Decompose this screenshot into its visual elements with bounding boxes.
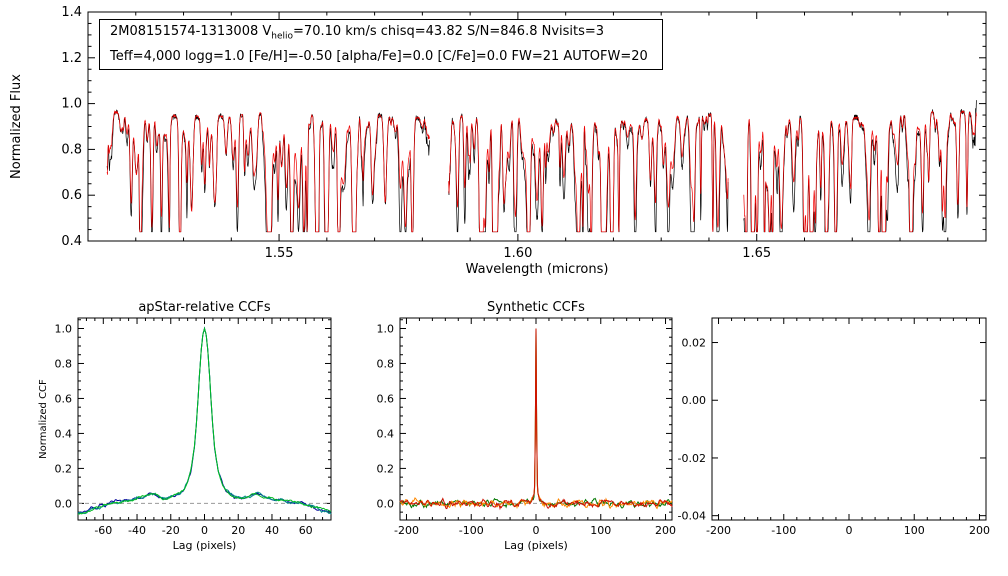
x-axis-label: Wavelength (microns) [466,262,609,277]
apstar-ccf-blue [77,326,332,515]
x-tick-label: -40 [128,524,146,537]
x-tick-label: 200 [655,524,676,537]
best-fit-synthetic-spectrum [743,110,977,233]
apstar-ccf-green [77,326,332,515]
y-tick-label: 0.0 [55,497,73,510]
panel-title: apStar-relative CCFs [138,300,271,315]
x-tick-label: 100 [590,524,611,537]
vhelio-subscript: helio [271,31,294,42]
x-axis-label: Lag (pixels) [173,539,237,552]
x-tick-label: -60 [94,524,112,537]
y-tick-label: 1.2 [61,51,82,66]
y-tick-label: 0.00 [682,394,707,407]
synthetic_ccf-panel: -200 -100 0 100 200 0.0 0.2 0.4 0.6 0.8 1.0 Synthet… [377,300,677,552]
y-tick-label: 0.02 [682,337,707,350]
y-tick-label: 0.8 [377,357,395,370]
x-tick-label: 20 [231,524,245,537]
apstar_ccf-panel: -60 -40 -20 0 20 40 60 0.0 0.2 0.4 0.6 0.8 1.0 apStar… [38,300,332,552]
spectrum-panel: 1.55 1.60 1.65 0.4 0.6 0.8 1.0 1.2 1.4 Wavelength… [9,5,987,277]
y-tick-label: 0.8 [55,357,73,370]
x-tick-label: -100 [459,524,484,537]
x-tick-label: 100 [904,524,925,537]
y-tick-label: 0.6 [55,392,73,405]
spectrum-info-box: 2M08151574-1313008 Vhelio=70.10 km/s chi… [99,19,663,70]
info-line-1: 2M08151574-1313008 Vhelio=70.10 km/s chi… [110,22,648,47]
difference_ccf-frame [711,317,987,521]
y-tick-label: 1.0 [377,322,395,335]
y-tick-label: 0.4 [377,427,395,440]
y-tick-label: -0.02 [678,452,706,465]
y-axis-label: Normalized Flux [9,74,24,179]
x-tick-label: 0 [201,524,208,537]
x-tick-label: 60 [299,524,313,537]
y-axis-label: Normalized CCF [38,379,49,459]
x-tick-label: 1.60 [503,246,532,261]
object-id-and-velocity: 2M08151574-1313008 V [110,24,272,39]
info-line-2: Teff=4,000 logg=1.0 [Fe/H]=-0.50 [alpha/… [110,48,648,64]
fit-stats: =70.10 km/s chisq=43.82 S/N=846.8 Nvisit… [293,24,605,39]
best-fit-synthetic-spectrum [448,112,729,233]
y-tick-label: 1.0 [55,322,73,335]
x-tick-label: -200 [706,524,731,537]
x-tick-label: 40 [265,524,279,537]
y-tick-label: -0.04 [678,510,706,523]
x-tick-label: 0 [533,524,540,537]
y-tick-label: 0.6 [377,392,395,405]
x-tick-label: 0 [846,524,853,537]
x-tick-label: -20 [162,524,180,537]
synthetic-ccf-red [399,328,673,511]
panel-title: Synthetic CCFs [487,300,585,315]
x-tick-label: -200 [394,524,419,537]
y-tick-label: 0.2 [377,462,395,475]
x-tick-label: 1.55 [265,246,294,261]
y-tick-label: 0.4 [61,234,82,249]
x-tick-label: -100 [771,524,796,537]
best-fit-synthetic-spectrum [106,110,430,233]
y-tick-label: 0.6 [61,188,82,203]
x-axis-label: Lag (pixels) [504,539,568,552]
y-tick-label: 1.0 [61,97,82,112]
x-tick-label: 200 [969,524,990,537]
y-tick-label: 0.4 [55,427,73,440]
difference_ccf-panel: -200 -100 0 100 200 0.02 0.00 -0.02 -0.04 [678,317,990,537]
y-tick-label: 1.4 [61,5,82,20]
y-tick-label: 0.2 [55,462,73,475]
y-tick-label: 0.8 [61,142,82,157]
y-tick-label: 0.0 [377,497,395,510]
apstar_ccf-frame [77,317,332,521]
apstar-ccf-teal [77,326,332,515]
x-tick-label: 1.65 [742,246,771,261]
